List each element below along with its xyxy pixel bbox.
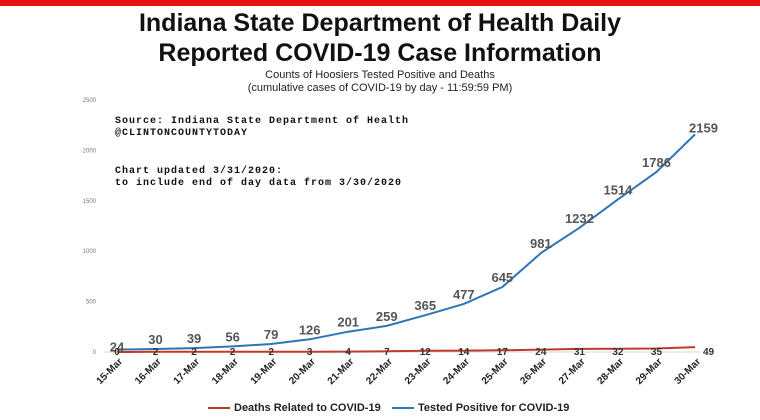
chart-subtitle: Counts of Hoosiers Tested Positive and D…	[0, 69, 760, 95]
chart-title-line-1: Indiana State Department of Health Daily	[138, 9, 622, 37]
legend-item-deaths: Deaths Related to COVID-19	[208, 402, 381, 414]
x-tick-label: 23-Mar	[403, 356, 434, 387]
deaths-data-label: 2	[268, 347, 274, 358]
x-tick-label: 25-Mar	[480, 356, 511, 387]
x-tick-label: 24-Mar	[441, 356, 472, 387]
x-axis: 15-Mar 16-Mar 17-Mar 18-Mar 19-Mar 20-Mar 21-M…	[95, 356, 704, 387]
x-tick-label: 15-Mar	[95, 356, 126, 387]
chart-title: Indiana State Department of Health Daily…	[0, 8, 760, 68]
positive-data-label: 39	[187, 331, 201, 346]
positive-data-label: 126	[299, 322, 321, 337]
deaths-data-label: 7	[384, 347, 390, 358]
chart-subtitle-line-2: (cumulative cases of COVID-19 by day - 1…	[247, 82, 513, 94]
x-tick-label: 16-Mar	[133, 356, 164, 387]
deaths-data-label: 3	[307, 347, 313, 358]
legend-label-positive: Tested Positive for COVID-19	[418, 402, 570, 414]
deaths-data-label: 2	[153, 347, 159, 358]
positive-data-label: 201	[337, 315, 359, 330]
legend-swatch-deaths	[208, 407, 230, 410]
deaths-data-label: 32	[612, 347, 624, 358]
deaths-data-label: 2	[230, 347, 236, 358]
x-tick-label: 18-Mar	[210, 356, 241, 387]
deaths-data-label: 2	[191, 347, 197, 358]
y-tick-label: 1500	[83, 199, 97, 205]
deaths-data-label: 24	[535, 347, 547, 358]
positive-data-label: 1514	[603, 182, 633, 197]
x-tick-label: 29-Mar	[634, 356, 665, 387]
x-tick-label: 20-Mar	[287, 356, 318, 387]
x-tick-label: 28-Mar	[595, 356, 626, 387]
positive-data-label: 1232	[565, 211, 594, 226]
positive-data-label: 477	[453, 287, 475, 302]
y-tick-label: 500	[86, 300, 97, 306]
positive-data-label: 30	[148, 332, 162, 347]
positive-line	[116, 133, 696, 351]
deaths-data-label: 4	[345, 347, 351, 358]
positive-data-label: 79	[264, 327, 278, 342]
positive-data-label: 2159	[689, 120, 718, 135]
deaths-data-label: 17	[497, 347, 509, 358]
deaths-data-label: 14	[458, 347, 470, 358]
positive-data-label: 1786	[642, 155, 671, 170]
y-tick-label: 2500	[83, 98, 97, 104]
legend-item-positive: Tested Positive for COVID-19	[392, 402, 569, 414]
legend-swatch-positive	[392, 407, 414, 410]
source-annotation: Source: Indiana State Department of Heal…	[115, 116, 409, 140]
deaths-data-label: 49	[703, 347, 715, 358]
credit-line: @CLINTONCOUNTYTODAY	[115, 128, 249, 139]
positive-data-label: 981	[530, 236, 552, 251]
top-accent-bar	[0, 0, 760, 6]
y-axis: 0 500 1000 1500 2000 2500	[83, 98, 97, 356]
x-tick-label: 21-Mar	[326, 356, 357, 387]
y-tick-label: 1000	[83, 249, 97, 255]
x-tick-label: 27-Mar	[557, 356, 588, 387]
x-tick-label: 26-Mar	[518, 356, 549, 387]
deaths-line	[116, 346, 696, 353]
x-tick-label: 19-Mar	[249, 356, 280, 387]
legend-label-deaths: Deaths Related to COVID-19	[234, 402, 381, 414]
chart-title-line-2: Reported COVID-19 Case Information	[158, 39, 602, 67]
chart-subtitle-line-1: Counts of Hoosiers Tested Positive and D…	[265, 69, 495, 81]
deaths-data-label: 0	[114, 347, 120, 358]
positive-data-label: 56	[225, 329, 239, 344]
update-line-1: Chart updated 3/31/2020:	[115, 166, 284, 177]
series-lines	[116, 133, 696, 353]
deaths-data-label: 31	[574, 347, 586, 358]
update-line-2: to include end of day data from 3/30/202…	[115, 178, 403, 189]
positive-data-label: 24	[110, 340, 125, 355]
positive-data-label: 645	[491, 270, 513, 285]
source-line: Source: Indiana State Department of Heal…	[115, 116, 410, 127]
update-annotation: Chart updated 3/31/2020: to include end …	[115, 166, 402, 190]
x-tick-label: 17-Mar	[172, 356, 203, 387]
x-tick-label: 30-Mar	[673, 356, 704, 387]
x-tick-label: 22-Mar	[364, 356, 395, 387]
deaths-data-label: 35	[651, 347, 663, 358]
positive-data-label: 259	[376, 309, 398, 324]
positive-data-label: 365	[414, 298, 436, 313]
y-tick-label: 2000	[83, 148, 97, 154]
y-tick-label: 0	[93, 350, 97, 356]
deaths-data-label: 12	[420, 347, 432, 358]
